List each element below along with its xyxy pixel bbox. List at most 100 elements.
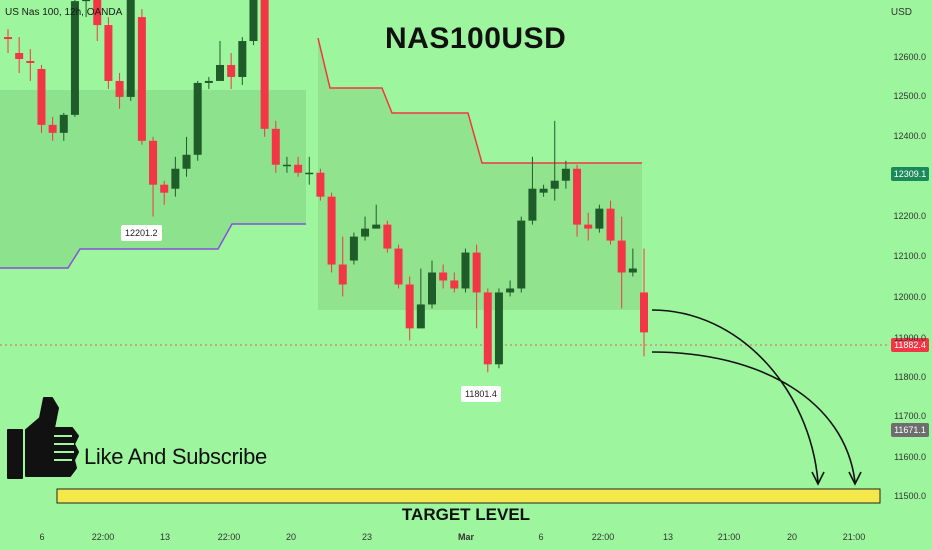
candle-body bbox=[383, 224, 392, 249]
y-tick-label: 11900.0 bbox=[894, 333, 926, 343]
candle-body bbox=[193, 82, 202, 155]
y-tick-label: 12000.0 bbox=[893, 292, 926, 302]
candle-body bbox=[26, 60, 35, 63]
x-tick-label: 20 bbox=[285, 532, 297, 542]
candle-body bbox=[271, 128, 280, 165]
x-tick-label: 21:00 bbox=[717, 532, 741, 542]
y-tick-label: 12100.0 bbox=[893, 251, 926, 261]
candle-body bbox=[573, 168, 582, 225]
current-price-badge: 11882.4 bbox=[891, 338, 929, 352]
candle-body bbox=[104, 25, 113, 81]
candle-body bbox=[59, 114, 68, 133]
candle-body bbox=[483, 292, 492, 365]
arrow-head-icon bbox=[811, 471, 825, 486]
y-tick-label: 11800.0 bbox=[894, 372, 926, 382]
arrow-curve-icon bbox=[651, 309, 819, 483]
x-tick-label: 13 bbox=[662, 532, 674, 542]
x-tick-label: 13 bbox=[159, 532, 171, 542]
candle-body bbox=[282, 164, 291, 167]
candle-body bbox=[137, 17, 146, 141]
candle-body bbox=[428, 272, 436, 305]
candle-body bbox=[70, 1, 79, 115]
candle-body bbox=[584, 224, 593, 229]
candle-body bbox=[372, 224, 381, 229]
candle-body bbox=[260, 0, 269, 129]
candle-body bbox=[227, 64, 236, 77]
x-tick-label: 21:00 bbox=[842, 532, 866, 542]
currency-label: USD bbox=[890, 7, 912, 18]
target-level-label: TARGET LEVEL bbox=[401, 505, 531, 524]
x-tick-label: 22:00 bbox=[591, 532, 615, 542]
candle-body bbox=[238, 41, 247, 77]
candle-body bbox=[640, 292, 648, 333]
candle-body bbox=[149, 140, 158, 185]
candle-body bbox=[394, 248, 403, 285]
candle-body bbox=[450, 280, 459, 289]
x-tick-label: 22:00 bbox=[91, 532, 115, 542]
chart-title: NAS100USD bbox=[385, 22, 567, 55]
candle-body bbox=[606, 208, 615, 241]
candle-body bbox=[204, 80, 213, 83]
candle-body bbox=[327, 196, 336, 265]
candle-body bbox=[305, 172, 314, 175]
y-tick-label: 12500.0 bbox=[893, 91, 926, 101]
y-tick-label: 12600.0 bbox=[893, 52, 926, 62]
y-tick-label: 11500.0 bbox=[894, 491, 926, 501]
upper-band-line bbox=[317, 37, 642, 164]
candle-body bbox=[4, 37, 12, 40]
candle-body bbox=[361, 228, 370, 237]
candle-body bbox=[126, 0, 135, 97]
candle-body bbox=[539, 188, 548, 193]
indicator-area-right bbox=[318, 38, 642, 310]
candle-body bbox=[595, 208, 604, 229]
candle-body bbox=[528, 188, 537, 221]
y-tick-label: 11600.0 bbox=[894, 452, 926, 462]
candle-body bbox=[160, 184, 169, 193]
candle-body bbox=[405, 284, 414, 329]
candle-body bbox=[517, 220, 526, 289]
candle-body bbox=[416, 304, 425, 329]
candle-body bbox=[628, 268, 637, 273]
candle-body bbox=[182, 154, 191, 169]
like-subscribe-text: Like And Subscribe bbox=[84, 444, 267, 469]
candle-body bbox=[472, 252, 481, 293]
candle-body bbox=[561, 168, 570, 181]
candle-body bbox=[216, 64, 224, 81]
target-level-bar bbox=[56, 488, 881, 504]
candle-body bbox=[316, 172, 325, 197]
x-tick-label: 6 bbox=[538, 532, 544, 542]
y-tick-label: 11700.0 bbox=[894, 411, 926, 421]
candle-body bbox=[550, 180, 559, 189]
thumbs-up-icon bbox=[7, 397, 79, 479]
candle-body bbox=[15, 53, 24, 59]
lower-price-badge: 11671.1 bbox=[891, 423, 929, 437]
candle-body bbox=[37, 68, 46, 125]
candle-body bbox=[171, 168, 180, 189]
candle-body bbox=[439, 272, 448, 281]
candle-body bbox=[461, 252, 470, 289]
candle-body bbox=[338, 264, 347, 285]
y-tick-label: 12400.0 bbox=[893, 131, 926, 141]
x-tick-label: 22:00 bbox=[217, 532, 241, 542]
x-tick-label: 6 bbox=[39, 532, 45, 542]
candle-body bbox=[48, 124, 57, 133]
arrow-curve-icon bbox=[651, 351, 856, 483]
symbol-header[interactable]: US Nas 100, 12h, OANDA bbox=[5, 7, 123, 18]
x-tick-label: 20 bbox=[786, 532, 798, 542]
x-tick-label: Mar bbox=[457, 532, 475, 542]
candle-body bbox=[294, 164, 303, 173]
arrow-head-icon bbox=[848, 471, 862, 486]
candle-body bbox=[93, 0, 102, 26]
upper-price-badge: 12309.1 bbox=[891, 167, 929, 181]
x-tick-label: 23 bbox=[361, 532, 373, 542]
candle-body bbox=[249, 0, 258, 42]
candle-body bbox=[506, 288, 515, 293]
candle-body bbox=[617, 240, 626, 273]
candle-body bbox=[115, 80, 124, 97]
candle-body bbox=[82, 0, 91, 2]
y-tick-label: 12200.0 bbox=[893, 211, 926, 221]
candle-body bbox=[349, 236, 358, 261]
low-price-label: 11801.4 bbox=[461, 386, 501, 402]
high-price-label: 12201.2 bbox=[121, 225, 162, 241]
